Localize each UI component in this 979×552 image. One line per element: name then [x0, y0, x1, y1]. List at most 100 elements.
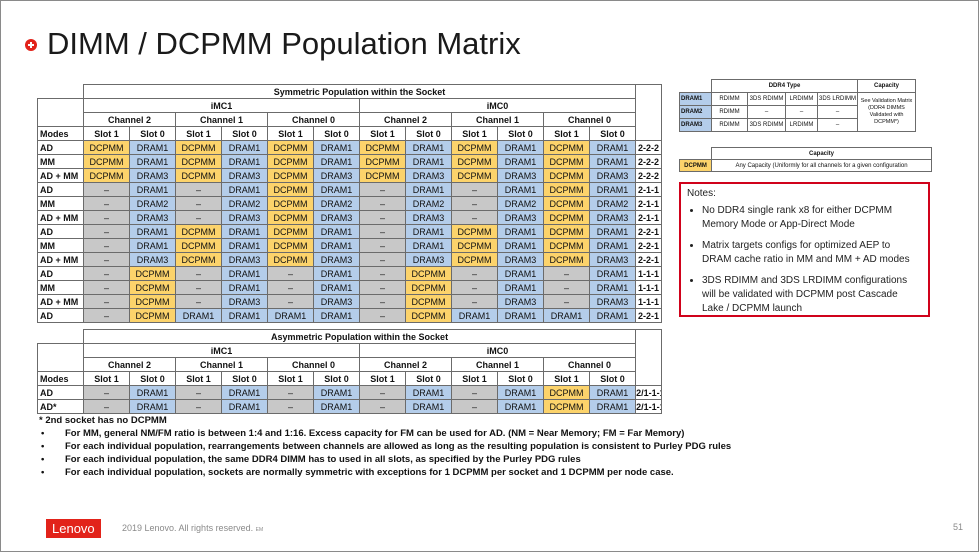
footnote-item: For each individual population, the same… [39, 453, 731, 466]
slot-cell: DRAM1 [175, 308, 222, 323]
slot-header: Slot 1 [175, 126, 222, 141]
slot-cell: DRAM1 [497, 182, 544, 197]
dram2-label: DRAM2 [679, 105, 712, 119]
dcpmm-label: DCPMM [679, 159, 712, 172]
slot-cell: DRAM1 [405, 154, 452, 169]
slot-cell: – [267, 399, 314, 414]
channel-header: Channel 2 [359, 112, 452, 127]
slot-cell: DRAM3 [313, 294, 360, 309]
slot-cell: DRAM1 [313, 266, 360, 281]
blank-cell [680, 80, 712, 93]
slot-cell: DRAM1 [313, 280, 360, 295]
slot-cell: – [175, 196, 222, 211]
table-row: AD – DCPMM – DRAM1– DRAM1– DCPMM – DRAM1– DRAM1 1-… [37, 266, 663, 281]
slot-cell: DRAM1 [497, 280, 544, 295]
slot-cell: DRAM3 [313, 168, 360, 183]
slot-cell: DRAM1 [497, 266, 544, 281]
slot-cell: DCPMM [543, 399, 590, 414]
slot-cell: DRAM3 [588, 168, 637, 183]
slot-header: Slot 1 [267, 371, 314, 386]
slot-cell: – [175, 280, 222, 295]
blank-cell [635, 329, 663, 386]
table-caption: Symmetric Population within the Socket [82, 84, 637, 99]
slot-cell: DRAM3 [129, 168, 176, 183]
dram3-label: DRAM3 [679, 118, 712, 132]
blank-cell [635, 84, 663, 141]
slot-cell: DCPMM [359, 140, 406, 155]
slot-cell: DRAM1 [588, 399, 637, 414]
slot-cell: – [543, 294, 590, 309]
slot-cell: DCPMM [405, 280, 452, 295]
slot-cell: – [267, 294, 314, 309]
slot-header: Slot 1 [83, 371, 130, 386]
slot-cell: DCPMM [451, 224, 498, 239]
slot-header: Slot 1 [267, 126, 314, 141]
slot-cell: DRAM1 [129, 399, 176, 414]
blank-cell [37, 329, 84, 344]
slot-cell: DRAM1 [497, 238, 544, 253]
slot-cell: DRAM3 [221, 168, 268, 183]
slot-cell: – [543, 266, 590, 281]
mode-cell: MM [37, 238, 84, 253]
slot-cell: DRAM1 [221, 308, 268, 323]
table-row: AD + MM – DRAM3 DCPMM DRAM3 DCPMM DRAM3– DRAM3 D… [37, 252, 663, 267]
slot-header: Slot 0 [405, 126, 452, 141]
slot-header: Slot 0 [221, 126, 268, 141]
channel-header: Channel 0 [542, 112, 637, 127]
slot-cell: DRAM3 [313, 252, 360, 267]
slot-cell: – [83, 280, 130, 295]
modes-header: Modes [37, 126, 84, 141]
slot-cell: DRAM3 [405, 210, 452, 225]
slot-cell: DRAM1 [405, 385, 452, 400]
slot-cell: DRAM2 [588, 196, 637, 211]
notes-box: Notes: No DDR4 single rank x8 for either… [679, 182, 930, 317]
slot-cell: DCPMM [451, 154, 498, 169]
slot-cell: – [359, 182, 406, 197]
table-caption: Asymmetric Population within the Socket [82, 329, 637, 344]
note-item: Matrix targets configs for optimized AEP… [702, 239, 922, 267]
table-row: AD – DRAM1– DRAM1 DCPMM DRAM1– DRAM1– DRAM1 DCPM… [37, 182, 663, 197]
slot-cell: DCPMM [543, 196, 590, 211]
slot-cell: DRAM1 [497, 140, 544, 155]
slot-cell: DCPMM [405, 266, 452, 281]
slot-cell: DCPMM [83, 140, 130, 155]
slot-cell: DRAM1 [129, 238, 176, 253]
plus-circle-icon [25, 39, 37, 51]
slot-cell: DRAM1 [588, 224, 637, 239]
slot-cell: DCPMM [129, 280, 176, 295]
note-item: 3DS RDIMM and 3DS LRDIMM configurations … [702, 274, 922, 316]
pattern-cell: 1-1-1 [635, 266, 663, 281]
mode-cell: AD [37, 385, 84, 400]
slot-cell: DRAM1 [313, 154, 360, 169]
slot-cell: DRAM3 [497, 252, 544, 267]
slot-cell: DRAM1 [497, 399, 544, 414]
slot-header: Slot 1 [359, 126, 406, 141]
copyright: 2019 Lenovo. All rights reserved. [122, 523, 254, 533]
blank-cell [37, 84, 84, 99]
slot-cell: DRAM2 [405, 196, 452, 211]
table-row: MM DCPMM DRAM1 DCPMM DRAM1 DCPMM DRAM1 DCPMM DRA… [37, 154, 663, 169]
slot-header: Slot 1 [451, 126, 498, 141]
slot-cell: DCPMM [543, 252, 590, 267]
slot-cell: – [175, 399, 222, 414]
slot-cell: – [83, 385, 130, 400]
slot-cell: – [359, 210, 406, 225]
slot-cell: – [175, 210, 222, 225]
table-row: AD* – DRAM1– DRAM1– DRAM1– DRAM1– DRAM1 DCPMM DR… [37, 399, 663, 414]
ddr4-type: – [816, 105, 859, 119]
slot-cell: DCPMM [543, 168, 590, 183]
slot-cell: DCPMM [175, 154, 222, 169]
blank-cell [37, 98, 84, 127]
slot-cell: – [83, 399, 130, 414]
channel-header: Channel 2 [359, 357, 452, 372]
slot-cell: DRAM3 [129, 210, 176, 225]
blank-cell [37, 343, 84, 372]
slot-cell: – [451, 182, 498, 197]
pattern-cell: 1-1-1 [635, 294, 663, 309]
slot-cell: DRAM2 [497, 196, 544, 211]
slot-cell: DCPMM [543, 210, 590, 225]
slot-cell: DRAM3 [497, 294, 544, 309]
slot-cell: DCPMM [83, 154, 130, 169]
slot-cell: – [83, 308, 130, 323]
